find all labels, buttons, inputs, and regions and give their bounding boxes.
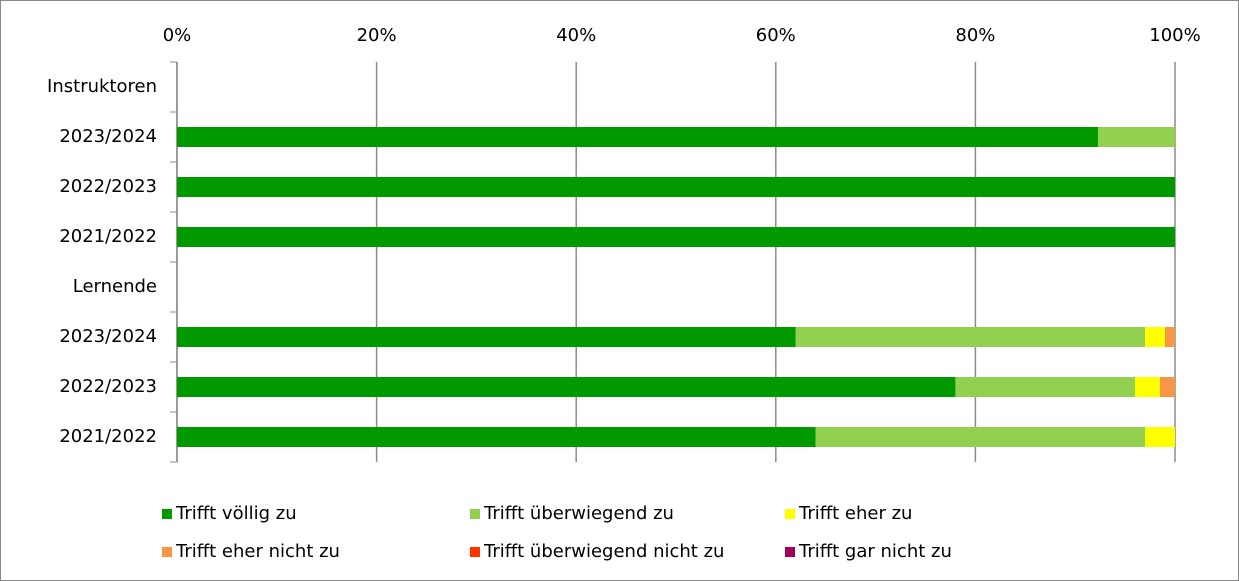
bar-segment [815, 427, 1146, 447]
bar-segment [795, 327, 1146, 347]
bar-segment [1165, 327, 1175, 347]
legend-swatch [162, 547, 172, 557]
y-tick-label: 2022/2023 [59, 376, 157, 397]
legend-label: Trifft überwiegend nicht zu [483, 541, 724, 562]
bar-segment [177, 427, 816, 447]
x-tick-label: 100% [1149, 25, 1200, 46]
legend-swatch [785, 547, 795, 557]
legend-label: Trifft eher nicht zu [175, 541, 340, 562]
x-tick-label: 20% [357, 25, 397, 46]
y-tick-label: Instruktoren [47, 76, 157, 97]
y-tick-label: 2023/2024 [59, 326, 157, 347]
y-tick-label: 2023/2024 [59, 126, 157, 147]
y-tick-label: Lernende [73, 276, 157, 297]
x-tick-label: 0% [163, 25, 192, 46]
bar-segment [1160, 377, 1175, 397]
legend-swatch [470, 547, 480, 557]
legend-label: Trifft eher zu [798, 503, 912, 524]
legend-swatch [162, 509, 172, 519]
bar-segment [1145, 427, 1175, 447]
x-tick-label: 40% [556, 25, 596, 46]
y-tick-label: 2022/2023 [59, 176, 157, 197]
x-tick-label: 60% [756, 25, 796, 46]
legend-label: Trifft gar nicht zu [798, 541, 952, 562]
legend-swatch [470, 509, 480, 519]
bar-segment [177, 377, 956, 397]
y-tick-label: 2021/2022 [59, 226, 157, 247]
legend-label: Trifft überwiegend zu [483, 503, 674, 524]
bar-segment [1145, 327, 1166, 347]
bar-segment [1135, 377, 1161, 397]
legend-label: Trifft völlig zu [175, 503, 297, 524]
bar-segment [177, 127, 1099, 147]
legend-swatch [785, 509, 795, 519]
bar-segment [177, 327, 796, 347]
y-tick-label: 2021/2022 [59, 426, 157, 447]
x-tick-label: 80% [955, 25, 995, 46]
bar-segment [955, 377, 1136, 397]
bar-segment [177, 227, 1175, 247]
bar-segment [177, 177, 1175, 197]
bar-segment [1098, 127, 1175, 147]
